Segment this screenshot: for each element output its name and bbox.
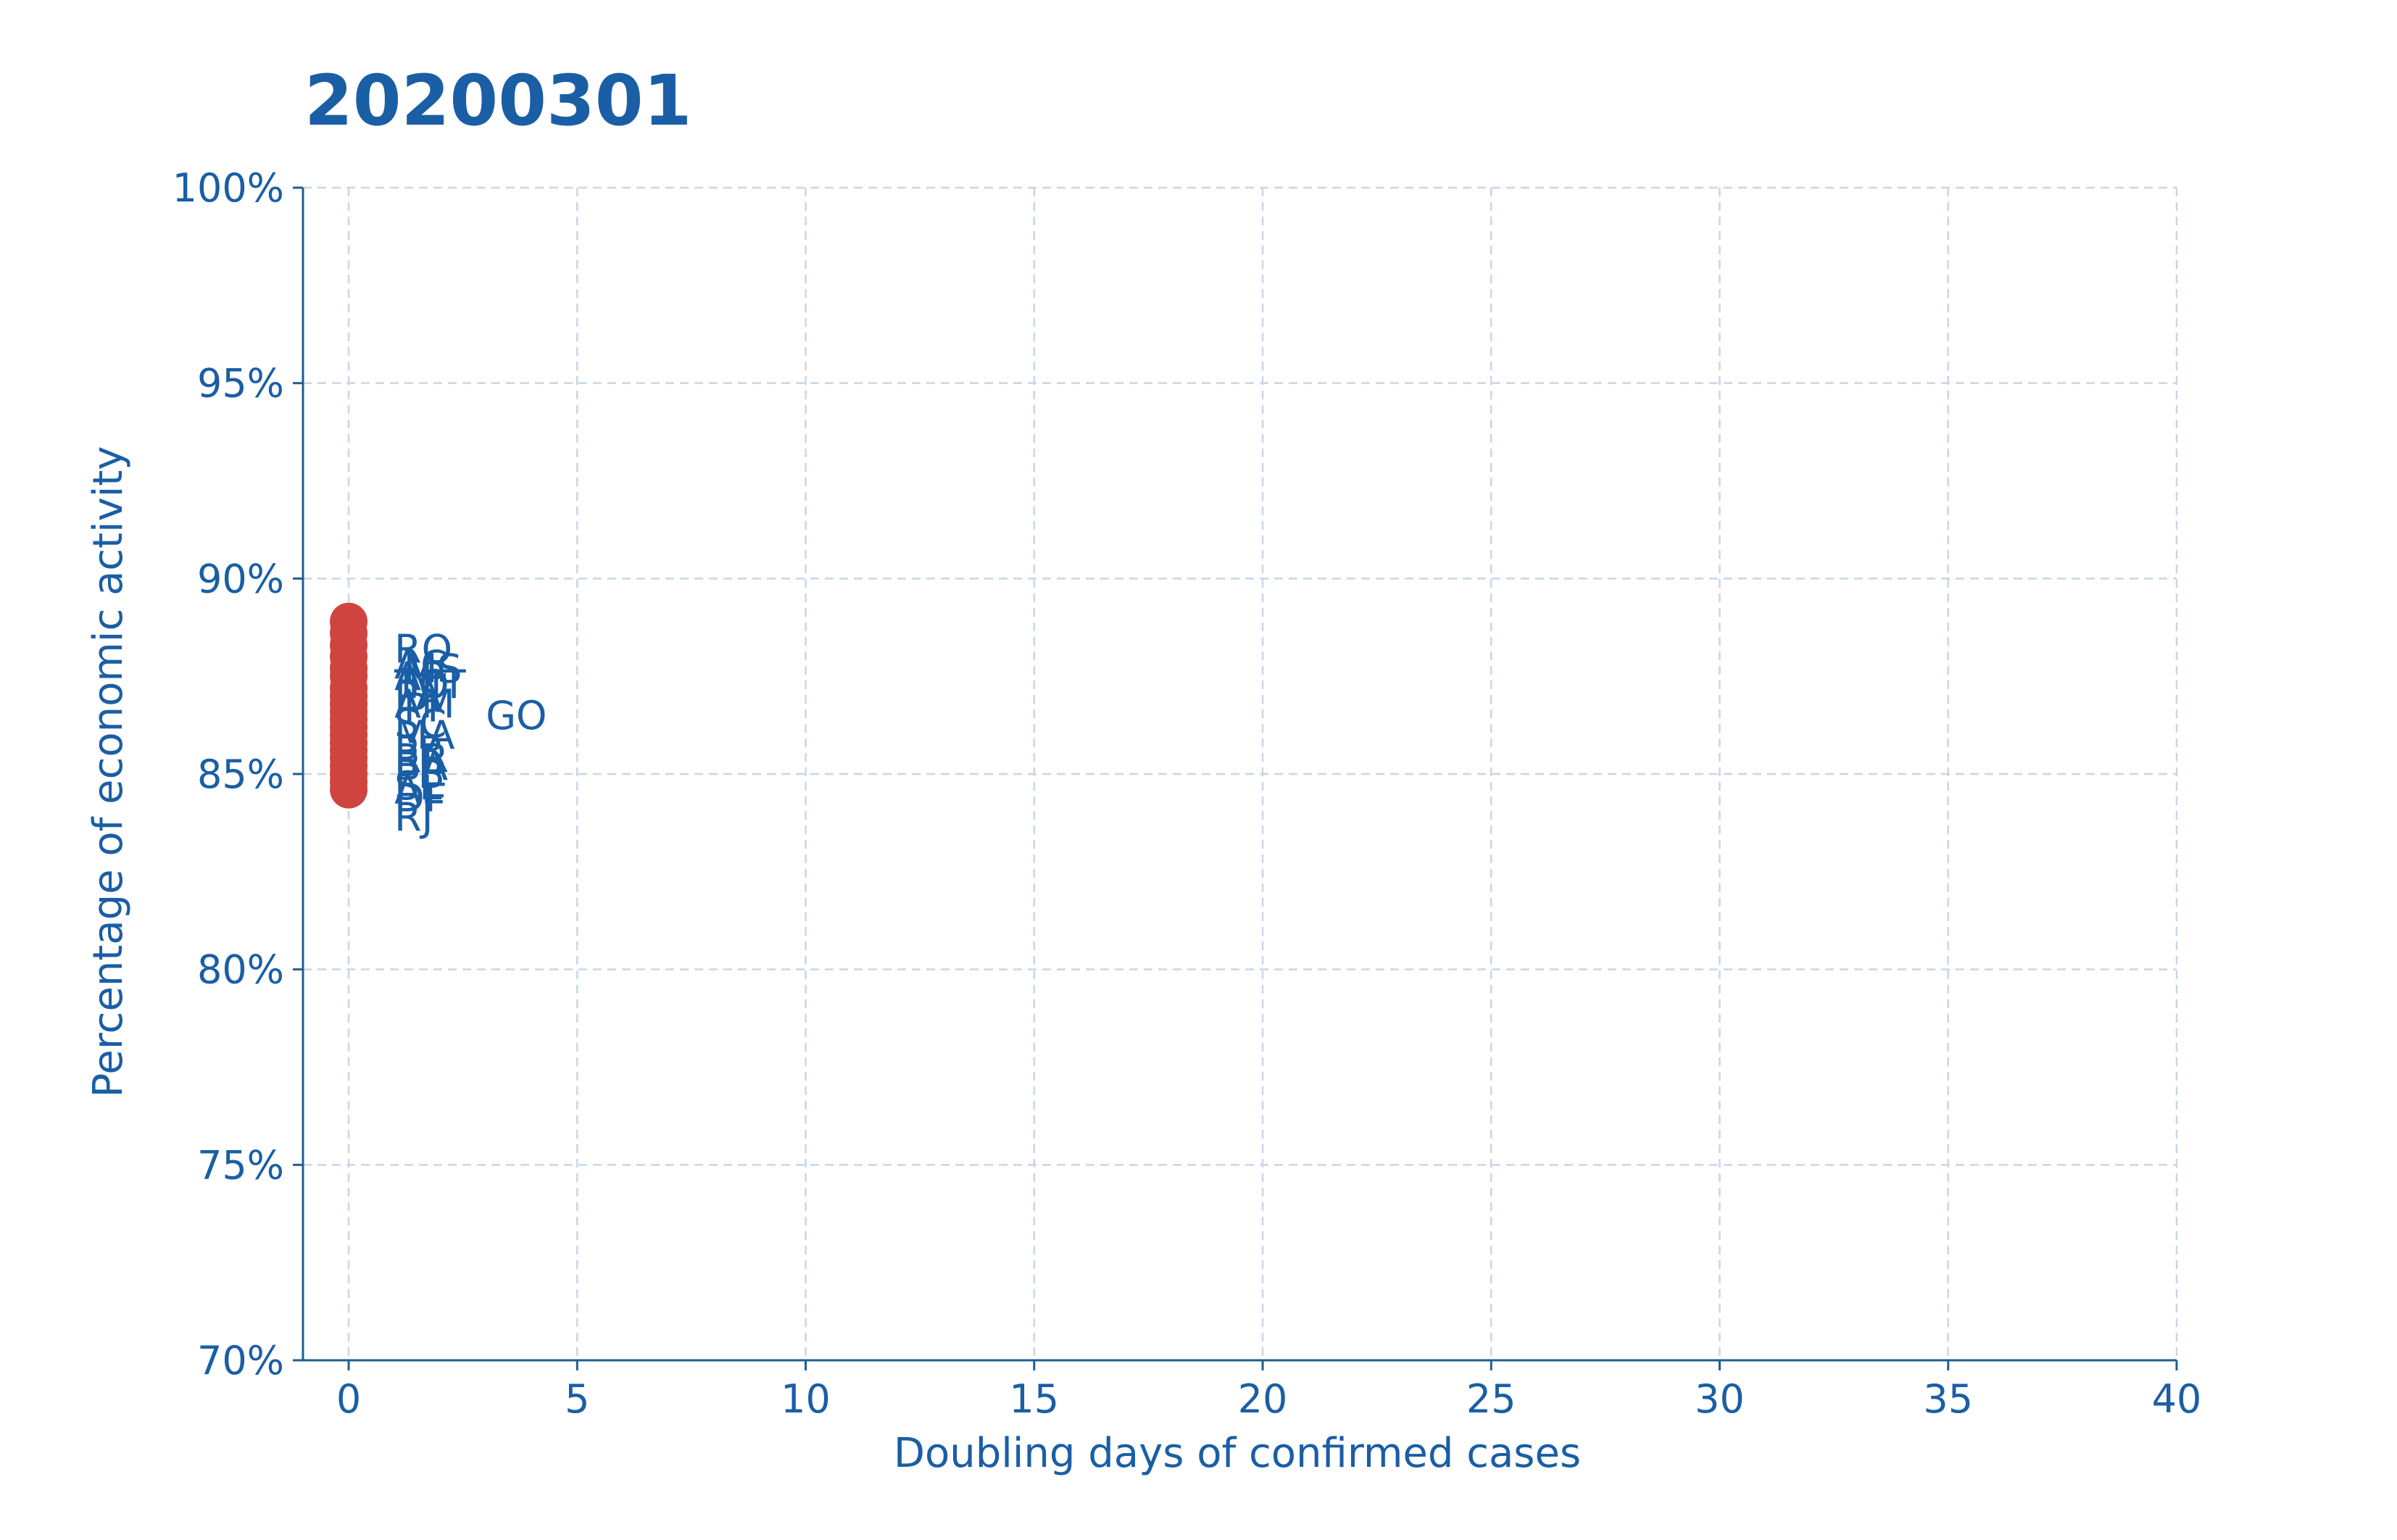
y-tick-label: 95%	[197, 361, 284, 407]
point-label: AC	[394, 642, 448, 688]
point-label: SC	[394, 701, 446, 746]
axes	[293, 186, 2178, 1370]
y-tick-label: 75%	[197, 1142, 284, 1188]
point-label: AP	[394, 654, 445, 699]
point-label: MT	[408, 662, 467, 707]
y-tick-label: 100%	[173, 165, 284, 211]
point-label: SE	[394, 763, 444, 809]
x-tick-label: 0	[336, 1376, 361, 1422]
point-label: RJ	[394, 794, 433, 840]
point-label: RR	[394, 736, 449, 781]
x-tick-label: 10	[781, 1376, 831, 1422]
grid-lines	[303, 186, 2178, 1362]
x-tick-label: 20	[1238, 1376, 1288, 1422]
y-tick-label: 80%	[197, 947, 284, 993]
x-tick-label: 5	[565, 1376, 589, 1422]
y-axis-label: Percentage of economic activity	[85, 446, 132, 1098]
x-tick-label: 15	[1009, 1376, 1059, 1422]
point-label: PI	[404, 685, 439, 731]
point-label: AM	[394, 681, 455, 727]
point-label: MS	[404, 646, 462, 691]
x-tick-label: 25	[1466, 1376, 1516, 1422]
y-tick-label: 90%	[197, 556, 284, 602]
data-point	[330, 770, 368, 809]
x-axis-label: Doubling days of confirmed cases	[894, 1430, 1581, 1477]
point-label: PR	[394, 728, 445, 774]
point-label: GO	[486, 693, 547, 738]
point-label: TO	[394, 662, 449, 707]
point-label: BA	[394, 744, 448, 789]
point-label: PA	[394, 673, 442, 719]
point-label: DF	[394, 775, 447, 820]
x-tick-label: 35	[1923, 1376, 1973, 1422]
chart-title: 20200301	[304, 60, 691, 141]
y-tick-label: 70%	[197, 1338, 284, 1383]
point-label: MA	[394, 712, 455, 758]
point-label: PB	[394, 752, 445, 797]
point-label: RO	[394, 626, 452, 672]
y-tick-labels: 70% 75% 80% 85% 90% 95% 100%	[173, 165, 284, 1383]
point-label: AL	[394, 767, 443, 813]
x-tick-label: 40	[2152, 1376, 2202, 1422]
data-points	[330, 602, 368, 809]
y-tick-label: 85%	[197, 752, 284, 797]
x-tick-label: 30	[1695, 1376, 1745, 1422]
x-tick-labels: 0 5 10 15 20 25 30 35 40	[336, 1376, 2201, 1422]
